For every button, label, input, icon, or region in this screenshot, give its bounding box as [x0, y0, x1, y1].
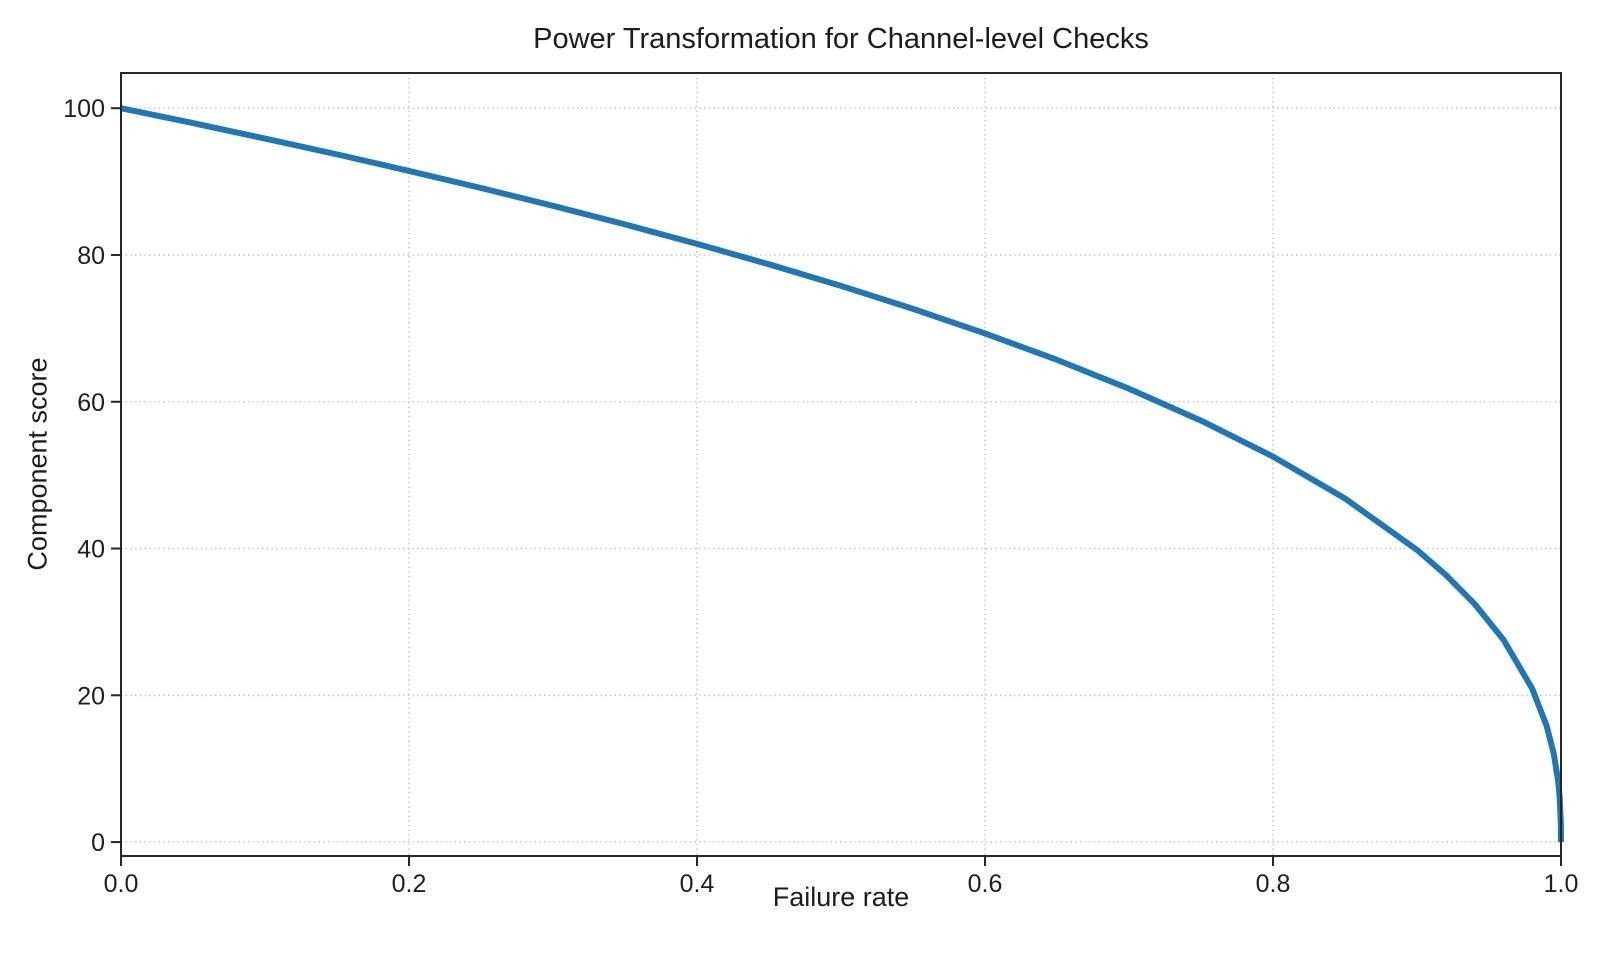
y-axis-label: Component score [22, 357, 53, 571]
x-tick-label: 0.0 [104, 870, 139, 898]
y-tick-label: 40 [77, 536, 105, 564]
chart-title: Power Transformation for Channel-level C… [533, 23, 1149, 55]
y-tick-label: 60 [77, 389, 105, 417]
y-tick-label: 80 [77, 242, 105, 270]
x-tick-label: 0.2 [392, 870, 427, 898]
component-score-curve [120, 105, 1564, 843]
x-tick-label: 0.6 [968, 870, 1003, 898]
x-tick-label: 0.8 [1256, 870, 1291, 898]
y-tick-label: 100 [63, 95, 105, 123]
axes-spines [120, 72, 1562, 857]
x-tick-label: 1.0 [1544, 870, 1579, 898]
x-tick-label: 0.4 [680, 870, 715, 898]
y-tick-label: 20 [77, 682, 105, 710]
y-tick-label: 0 [91, 829, 105, 857]
x-axis-label: Failure rate [772, 882, 910, 912]
